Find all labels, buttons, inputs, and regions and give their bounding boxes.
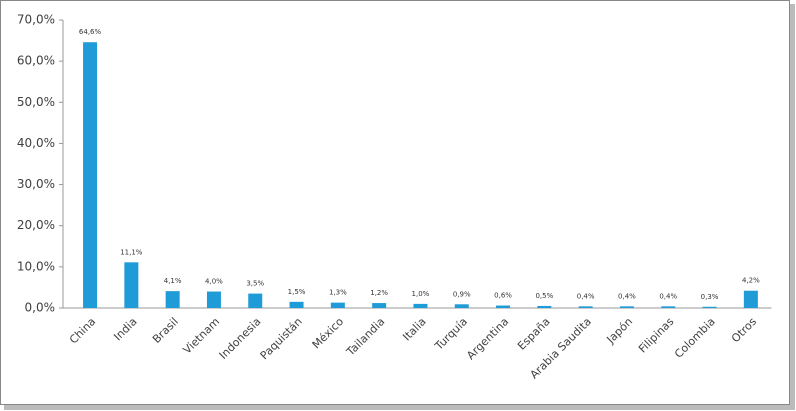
bar [661,306,676,308]
frame-shadow [790,4,795,408]
value-label: 4,0% [205,278,223,286]
bar [165,291,180,308]
value-label: 4,1% [164,277,182,285]
value-label: 0,3% [701,293,719,301]
bar [83,42,98,309]
bar [619,306,634,308]
value-label: 0,5% [535,292,553,300]
y-tick-label: 20,0% [17,218,55,232]
bar [206,291,221,308]
frame-shadow [4,405,795,410]
value-label: 0,4% [577,292,595,300]
value-label: 1,0% [412,290,430,298]
bar [454,304,469,308]
value-label: 64,6% [79,28,102,36]
y-tick-label: 60,0% [17,54,55,68]
bar [537,305,552,308]
y-tick-label: 40,0% [17,136,55,150]
y-tick-label: 30,0% [17,177,55,191]
value-label: 1,2% [370,289,388,297]
bar [496,305,511,308]
value-label: 1,3% [329,289,347,297]
bar [743,290,758,308]
y-tick-label: 0,0% [25,301,56,315]
bar [289,301,304,308]
value-label: 0,9% [453,290,471,298]
value-label: 0,4% [618,292,636,300]
bar [702,306,717,308]
value-label: 0,6% [494,292,512,300]
bar [124,262,139,308]
bar [330,302,345,308]
y-tick-label: 70,0% [17,13,55,27]
chart-frame [0,0,790,405]
y-tick-label: 10,0% [17,259,55,273]
value-label: 11,1% [120,248,143,256]
bar [578,306,593,308]
bar [372,303,387,308]
value-label: 1,5% [288,288,306,296]
value-label: 4,2% [742,277,760,285]
value-label: 0,4% [659,292,677,300]
bar [248,293,263,308]
y-tick-label: 50,0% [17,95,55,109]
value-label: 3,5% [246,280,264,288]
bar [413,303,428,308]
